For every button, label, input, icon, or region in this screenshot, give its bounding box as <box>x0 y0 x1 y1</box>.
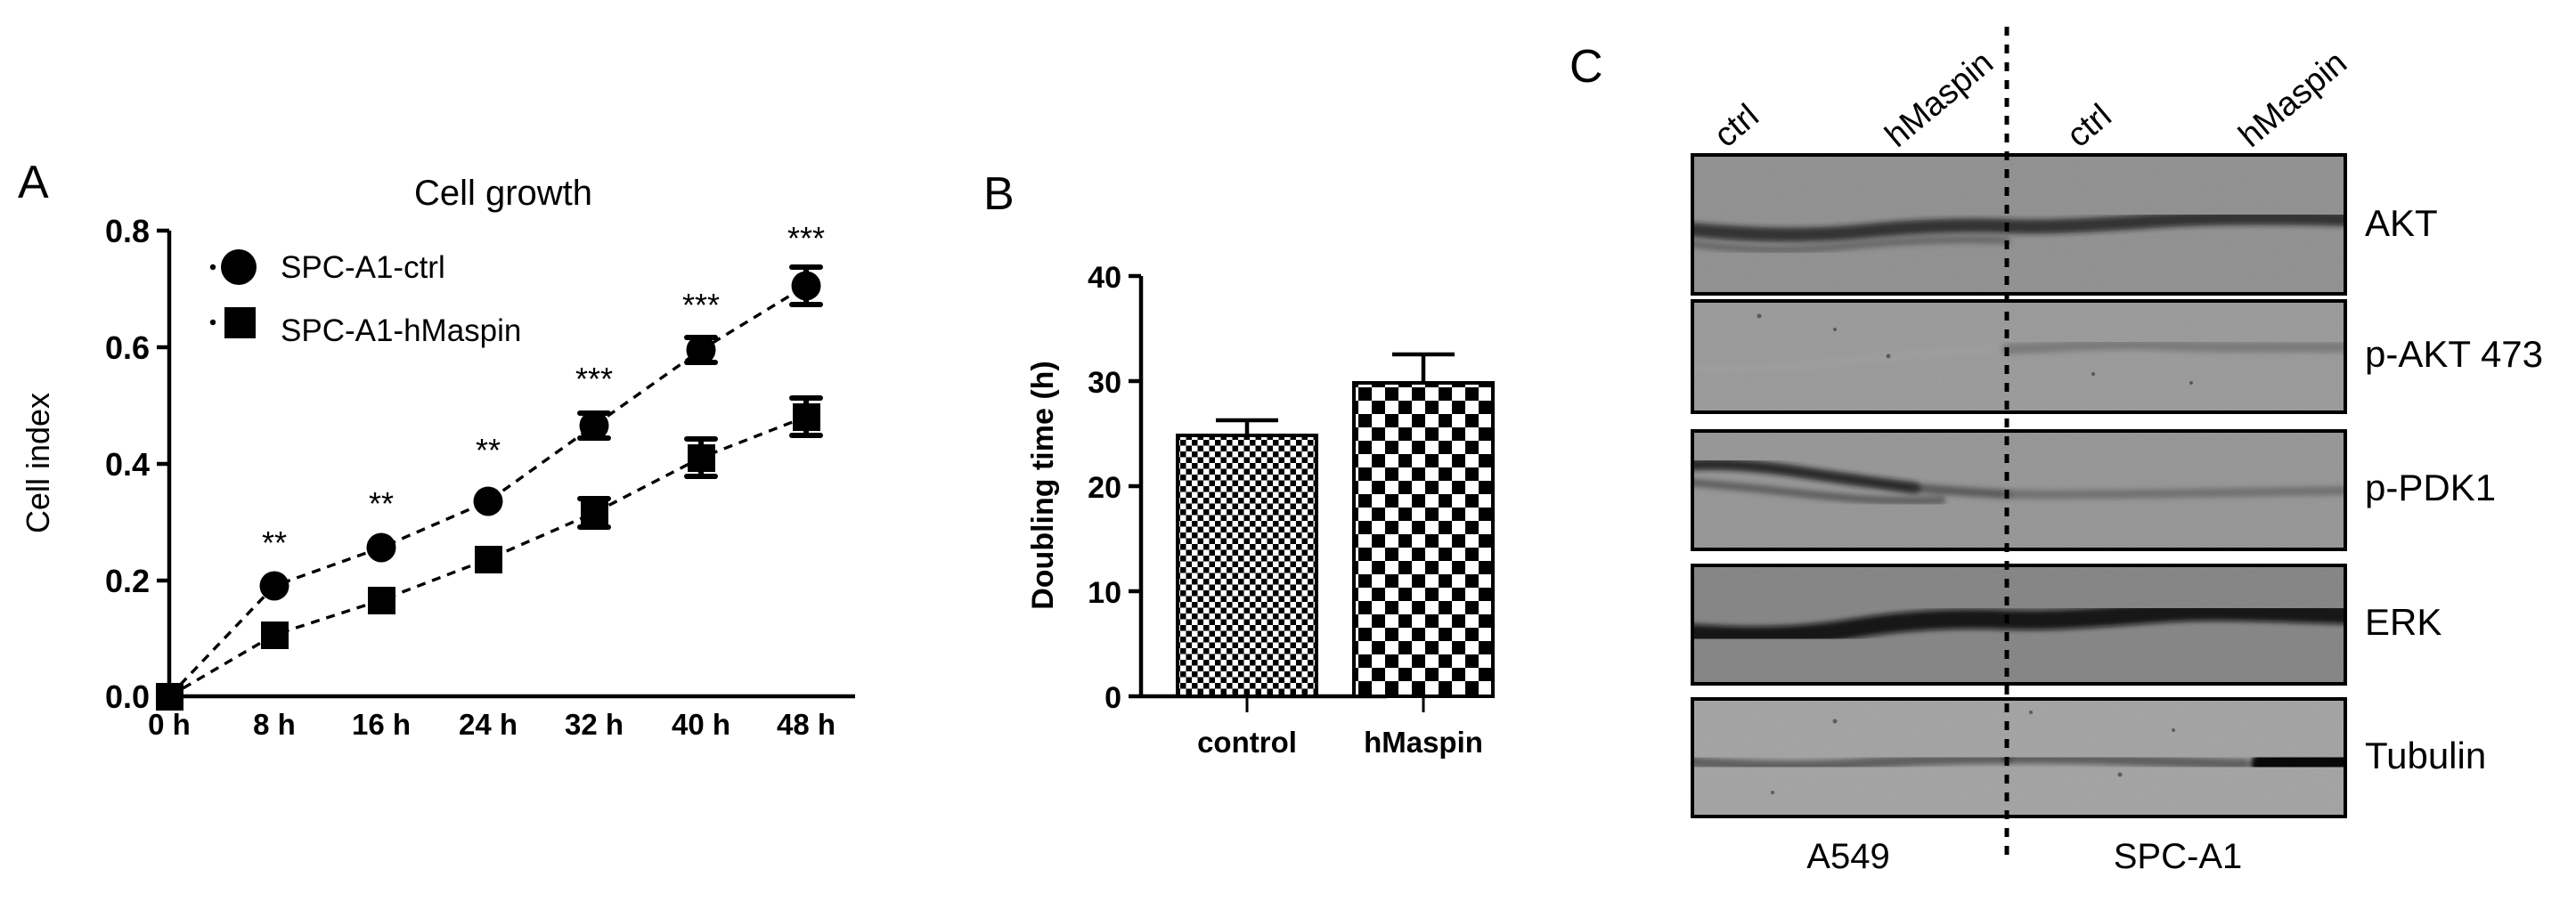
svg-text:10: 10 <box>1088 576 1121 610</box>
svg-text:control: control <box>1197 726 1297 759</box>
svg-text:**: ** <box>369 485 394 522</box>
svg-text:Cell index: Cell index <box>20 393 56 533</box>
svg-text:hMaspin: hMaspin <box>1364 726 1483 759</box>
svg-text:p-PDK1: p-PDK1 <box>2365 467 2496 508</box>
svg-text:16 h: 16 h <box>352 708 411 741</box>
svg-text:8 h: 8 h <box>253 708 296 741</box>
svg-text:***: *** <box>682 287 720 323</box>
svg-text:A549: A549 <box>1806 837 1889 876</box>
svg-text:ERK: ERK <box>2365 601 2441 643</box>
svg-text:p-AKT 473: p-AKT 473 <box>2365 333 2543 375</box>
svg-text:0.2: 0.2 <box>105 563 150 599</box>
svg-text:AKT: AKT <box>2365 202 2438 244</box>
svg-text:Tubulin: Tubulin <box>2365 735 2486 776</box>
svg-text:***: *** <box>575 361 613 397</box>
svg-text:***: *** <box>787 220 825 256</box>
svg-text:20: 20 <box>1088 471 1121 505</box>
svg-text:hMaspin: hMaspin <box>2232 44 2354 155</box>
svg-text:ctrl: ctrl <box>1708 97 1766 155</box>
svg-text:32 h: 32 h <box>565 708 624 741</box>
svg-text:0.4: 0.4 <box>105 446 150 483</box>
svg-text:0.6: 0.6 <box>105 329 150 366</box>
svg-text:40 h: 40 h <box>672 708 730 741</box>
svg-text:Doubling time (h): Doubling time (h) <box>1026 361 1060 610</box>
svg-text:SPC-A1: SPC-A1 <box>2114 837 2243 876</box>
svg-text:24 h: 24 h <box>459 708 518 741</box>
svg-text:30: 30 <box>1088 366 1121 400</box>
svg-text:0.0: 0.0 <box>105 678 150 715</box>
svg-text:SPC-A1-ctrl: SPC-A1-ctrl <box>281 250 445 285</box>
svg-text:Cell growth: Cell growth <box>414 174 592 213</box>
svg-text:**: ** <box>262 524 287 561</box>
svg-text:40: 40 <box>1088 261 1121 295</box>
svg-text:0: 0 <box>1105 681 1121 715</box>
svg-text:ctrl: ctrl <box>2060 97 2119 155</box>
svg-text:0.8: 0.8 <box>105 213 150 249</box>
svg-text:48 h: 48 h <box>777 708 836 741</box>
svg-text:SPC-A1-hMaspin: SPC-A1-hMaspin <box>281 313 521 348</box>
svg-text:**: ** <box>476 432 501 468</box>
svg-text:hMaspin: hMaspin <box>1879 44 2001 155</box>
svg-text:0 h: 0 h <box>148 708 191 741</box>
